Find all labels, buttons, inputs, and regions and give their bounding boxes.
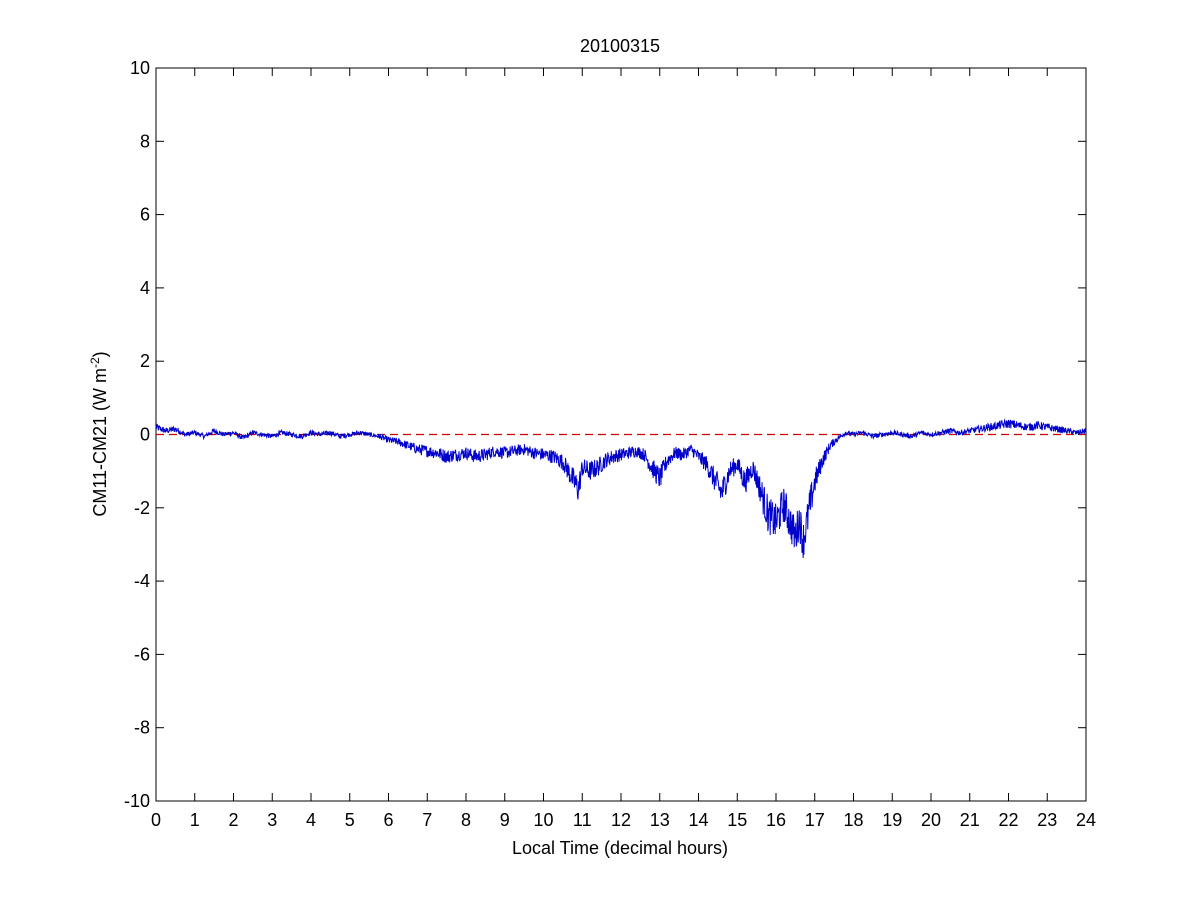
series-line	[155, 418, 1087, 559]
y-axis-label-superscript: -2	[88, 357, 102, 368]
y-axis-label-close: )	[90, 351, 110, 357]
y-tick-label: -6	[134, 644, 150, 664]
x-tick-label: 14	[688, 810, 708, 830]
x-tick-label: 7	[422, 810, 432, 830]
y-tick-label: 10	[130, 58, 150, 78]
x-tick-label: 4	[306, 810, 316, 830]
x-tick-label: 9	[500, 810, 510, 830]
x-tick-label: 8	[461, 810, 471, 830]
plot-area: 0 1 2 3 4 5 6 7 8 9 10 11 12 13 14 15 16 17 18 19 20 21 22 23 24…	[124, 58, 1096, 830]
y-tick-label: 6	[140, 205, 150, 225]
x-tick-label: 20	[921, 810, 941, 830]
x-tick-label: 23	[1037, 810, 1057, 830]
y-tick-label: 2	[140, 351, 150, 371]
y-tick-label: -10	[124, 791, 150, 811]
x-tick-label: 6	[383, 810, 393, 830]
x-axis-label: Local Time (decimal hours)	[512, 838, 728, 858]
y-tick-label: -4	[134, 571, 150, 591]
x-tick-label: 10	[533, 810, 553, 830]
y-tick-label: 8	[140, 131, 150, 151]
y-axis-label: CM11-CM21 (W m-2)	[88, 351, 110, 516]
chart-title: 20100315	[580, 36, 660, 56]
x-tick-label: 11	[573, 810, 592, 830]
y-tick-label: 0	[140, 425, 150, 445]
x-tick-label: 18	[843, 810, 863, 830]
y-tick-label: -8	[134, 718, 150, 738]
y-axis-label-main: CM11-CM21 (W m	[90, 368, 110, 517]
y-tick-label: -2	[134, 498, 150, 518]
x-tick-label: 24	[1076, 810, 1096, 830]
x-tick-label: 15	[727, 810, 747, 830]
x-tick-label: 0	[151, 810, 161, 830]
x-tick-label: 19	[882, 810, 902, 830]
x-tick-label: 12	[611, 810, 631, 830]
x-tick-label: 17	[805, 810, 825, 830]
x-tick-label: 1	[190, 810, 200, 830]
x-tick-label: 13	[650, 810, 670, 830]
x-tick-label: 5	[345, 810, 355, 830]
x-tick-label: 22	[998, 810, 1018, 830]
x-tick-label: 21	[960, 810, 980, 830]
x-tick-label: 3	[267, 810, 277, 830]
x-tick-label: 2	[228, 810, 238, 830]
y-tick-label: 4	[140, 278, 150, 298]
x-tick-label: 16	[766, 810, 786, 830]
